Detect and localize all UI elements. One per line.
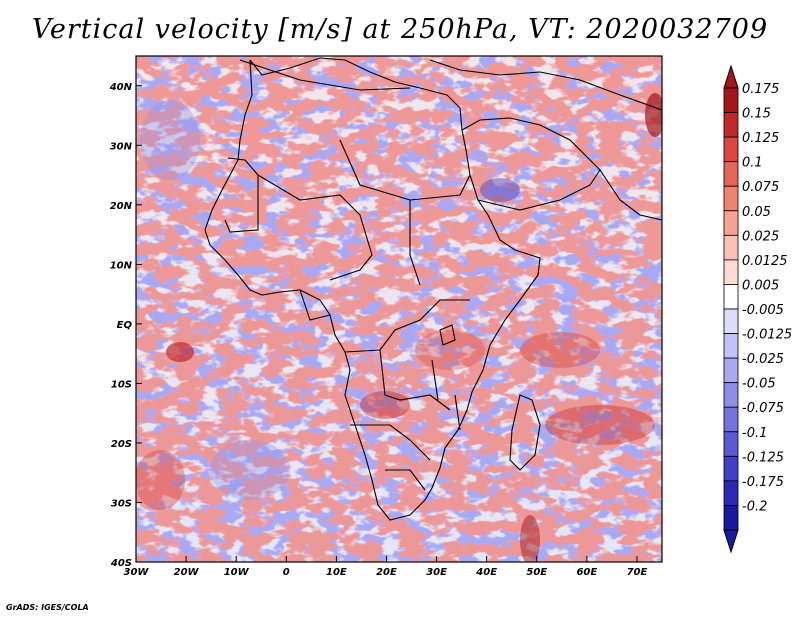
map-title: Vertical velocity [m/s] at 250hPa, VT: 2… <box>31 14 769 45</box>
lat-tick-label: 30N <box>110 141 133 152</box>
lake-tanganyika <box>431 359 439 401</box>
colorbar-swatch <box>723 161 739 187</box>
border-southern-africa <box>385 469 426 491</box>
colorbar: 0.175 0.15 0.125 0.1 0.075 0.05 0.025 0.0125 0.0… <box>723 64 792 554</box>
mediterranean-coast <box>239 59 411 91</box>
gulf-of-guinea <box>299 289 331 321</box>
colorbar-swatch <box>723 136 739 163</box>
lon-tick-label: 30W <box>124 567 150 578</box>
lat-tick-label: 10S <box>111 379 132 390</box>
lake-victoria <box>439 324 456 346</box>
plot-frame <box>135 55 663 563</box>
border-south <box>350 424 431 461</box>
colorbar-swatch <box>723 112 739 138</box>
lat-tick-label: 40S <box>110 558 132 569</box>
lon-tick-label: 60E <box>576 567 597 578</box>
colorbar-swatch <box>723 431 739 457</box>
colorbar-swatch <box>723 185 739 212</box>
colorbar-label: 0.175 <box>742 82 779 97</box>
lon-tick-label: 10E <box>326 567 347 578</box>
border-sahel <box>257 174 373 281</box>
colorbar-swatch <box>723 455 739 482</box>
colorbar-swatch <box>723 382 739 408</box>
colorbar-label: 0.1 <box>742 156 763 171</box>
colorbar-top-arrow <box>723 64 739 89</box>
middle-east-coast <box>429 59 662 111</box>
latitude-axis: 40N 30N 20N 10N EQ 10S 20S 30S 40S <box>109 82 142 569</box>
lon-tick-label: 20W <box>174 567 200 578</box>
colorbar-swatch <box>723 406 739 433</box>
lat-tick-label: 20S <box>111 439 132 450</box>
colorbar-label: 0.125 <box>742 131 779 146</box>
colorbar-bottom-arrow <box>723 529 739 554</box>
africa-coastline <box>204 57 541 521</box>
colorbar-label: -0.175 <box>742 475 784 490</box>
lat-tick-label: 40N <box>109 82 133 93</box>
colorbar-label: -0.05 <box>742 377 776 392</box>
grads-credit: GrADS: IGES/COLA <box>6 603 89 612</box>
colorbar-label: 0.05 <box>742 205 771 220</box>
colorbar-label: 0.0125 <box>742 254 788 269</box>
border-south-central <box>379 349 451 411</box>
colorbar-swatch <box>723 87 739 113</box>
colorbar-label: -0.0125 <box>742 328 792 343</box>
colorbar-label: -0.1 <box>742 426 767 441</box>
lon-tick-label: 20E <box>376 567 397 578</box>
colorbar-swatch <box>723 259 739 285</box>
lon-tick-label: 50E <box>526 567 547 578</box>
lat-tick-label: 20N <box>110 201 133 212</box>
colorbar-swatch <box>723 357 739 384</box>
arabia-coast <box>461 117 662 221</box>
madagascar-coastline <box>509 394 541 471</box>
colorbar-label: 0.075 <box>742 180 779 195</box>
lon-tick-label: 70E <box>627 567 648 578</box>
lat-tick-label: EQ <box>117 320 133 331</box>
colorbar-label: 0.025 <box>742 229 779 244</box>
lake-malawi <box>454 394 461 431</box>
colorbar-swatch <box>723 210 739 236</box>
vertical-velocity-field <box>136 56 662 562</box>
lon-tick-label: 40E <box>475 567 497 578</box>
colorbar-label: -0.125 <box>742 450 784 465</box>
lon-tick-label: 0 <box>283 567 290 578</box>
colorbar-swatch <box>723 284 739 310</box>
colorbar-label: 0.005 <box>742 278 779 293</box>
colorbar-label: -0.025 <box>742 352 784 367</box>
lat-tick-label: 30S <box>111 498 132 509</box>
colorbar-swatch <box>723 505 739 531</box>
longitude-axis: 30W 20W 10W 0 10E 20E 30E 40E 50E 60E 70E <box>124 556 648 578</box>
colorbar-label: -0.005 <box>742 303 784 318</box>
lon-tick-label: 10W <box>224 567 250 578</box>
arabia-south <box>477 169 601 211</box>
lon-tick-label: 30E <box>426 567 447 578</box>
colorbar-label: 0.15 <box>742 107 771 122</box>
coastlines-borders <box>204 57 662 521</box>
colorbar-swatch <box>723 234 739 261</box>
lat-tick-label: 10N <box>110 260 133 271</box>
colorbar-swatch <box>723 480 739 506</box>
border-sudan <box>409 174 471 201</box>
colorbar-swatch <box>723 308 739 334</box>
colorbar-label: -0.2 <box>742 499 767 514</box>
colorbar-swatch <box>723 333 739 359</box>
colorbar-label: -0.075 <box>742 401 784 416</box>
border-west <box>224 157 259 233</box>
border-central <box>344 299 470 353</box>
